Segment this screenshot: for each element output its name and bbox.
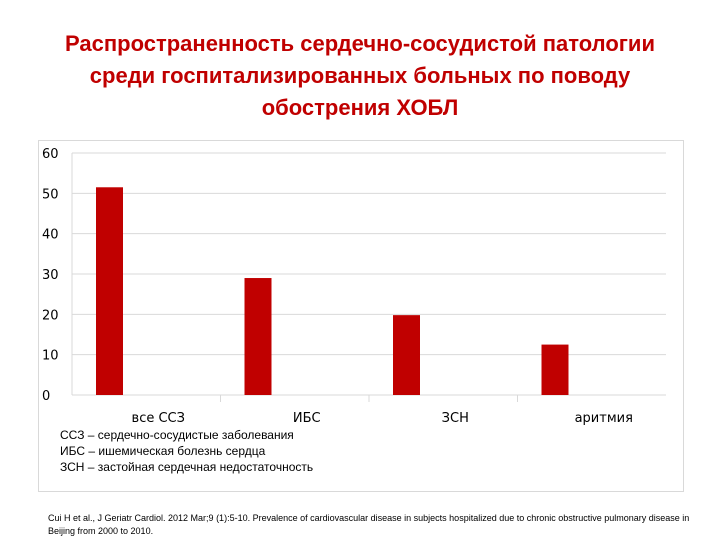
y-tick-label: 60 — [42, 147, 59, 162]
chart-frame — [38, 140, 684, 492]
y-tick-label: 30 — [42, 268, 59, 283]
category-label: ЗСН — [442, 411, 469, 426]
category-label: все ССЗ — [132, 411, 185, 426]
bar — [244, 278, 272, 395]
category-label: ИБС — [293, 411, 321, 426]
y-tick-label: 50 — [42, 187, 59, 202]
legend-note-zsn: ЗСН – застойная сердечная недостаточност… — [60, 460, 314, 474]
category-label: аритмия — [575, 411, 633, 426]
y-tick-label: 0 — [42, 389, 50, 404]
bar — [96, 187, 123, 395]
legend-note-ssz: ССЗ – сердечно-сосудистые заболевания — [60, 428, 294, 442]
legend-note-ibs: ИБС – ишемическая болезнь сердца — [60, 444, 266, 458]
y-tick-label: 20 — [42, 308, 59, 323]
bar — [393, 315, 420, 395]
abbreviation-legend: ССЗ – сердечно-сосудистые заболевания ИБ… — [60, 427, 460, 475]
y-tick-label: 10 — [42, 349, 59, 364]
y-tick-label: 40 — [42, 228, 59, 243]
bar — [541, 344, 569, 395]
citation: Cui H et al., J Geriatr Cardiol. 2012 Ma… — [48, 513, 690, 536]
slide-title: Распространенность сердечно-сосудистой п… — [65, 31, 655, 120]
